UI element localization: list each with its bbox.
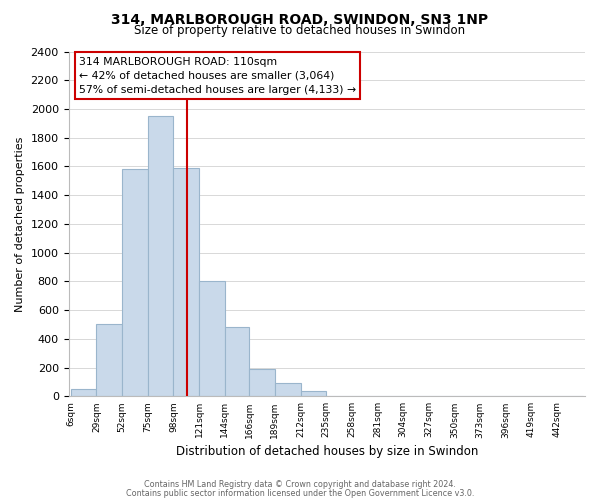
Bar [199, 282, 224, 397]
Bar [97, 324, 122, 396]
Text: Size of property relative to detached houses in Swindon: Size of property relative to detached ho… [134, 24, 466, 37]
Y-axis label: Number of detached properties: Number of detached properties [15, 136, 25, 312]
Bar [275, 382, 301, 396]
Text: 314, MARLBOROUGH ROAD, SWINDON, SN3 1NP: 314, MARLBOROUGH ROAD, SWINDON, SN3 1NP [112, 12, 488, 26]
Bar [71, 389, 97, 396]
X-axis label: Distribution of detached houses by size in Swindon: Distribution of detached houses by size … [176, 444, 478, 458]
Bar [224, 328, 249, 396]
Text: Contains public sector information licensed under the Open Government Licence v3: Contains public sector information licen… [126, 488, 474, 498]
Text: 314 MARLBOROUGH ROAD: 110sqm
← 42% of detached houses are smaller (3,064)
57% of: 314 MARLBOROUGH ROAD: 110sqm ← 42% of de… [79, 56, 356, 94]
Bar [173, 168, 199, 396]
Bar [249, 369, 275, 396]
Bar [148, 116, 173, 396]
Bar [301, 392, 326, 396]
Bar [122, 170, 148, 396]
Text: Contains HM Land Registry data © Crown copyright and database right 2024.: Contains HM Land Registry data © Crown c… [144, 480, 456, 489]
